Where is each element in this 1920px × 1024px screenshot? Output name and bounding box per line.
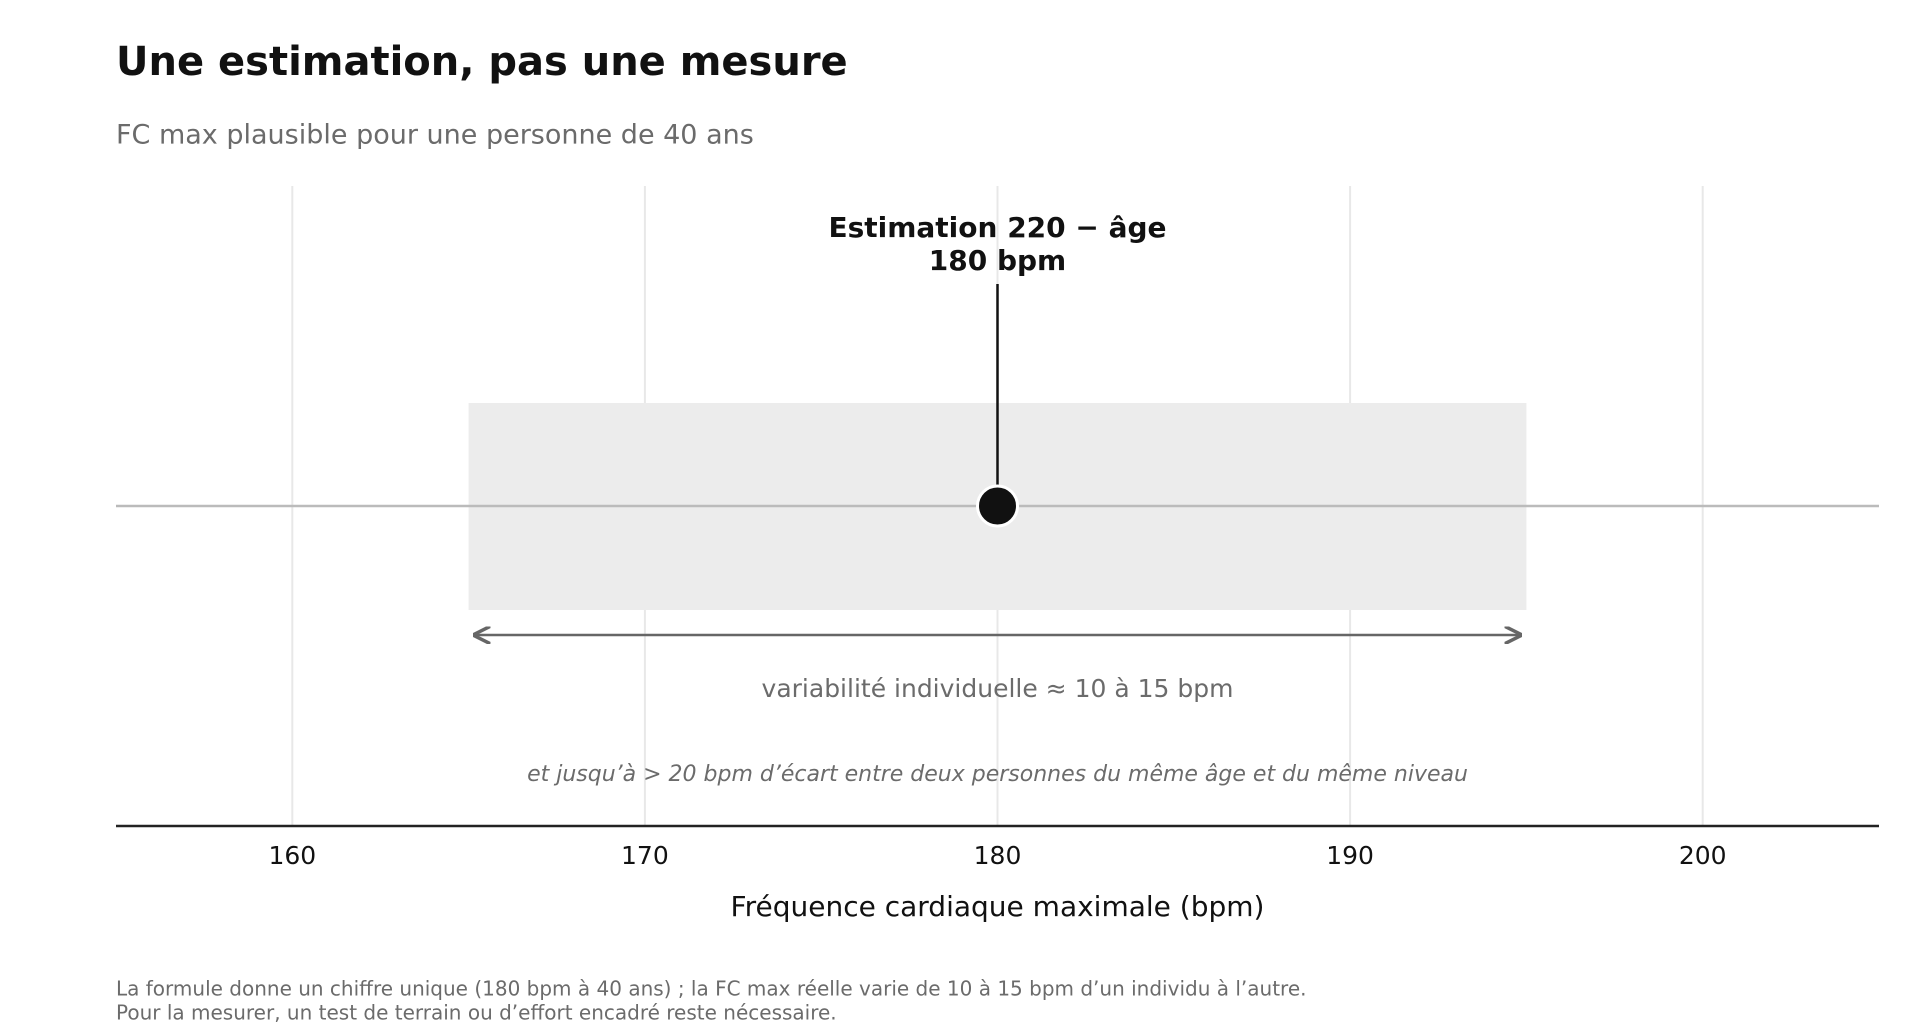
annotation: Estimation 220 − âge: [828, 211, 1166, 244]
annotation: 180 bpm: [929, 244, 1066, 277]
x-tick-label: 180: [974, 841, 1022, 870]
x-tick-label: 190: [1326, 841, 1374, 870]
x-tick-label: 200: [1679, 841, 1727, 870]
footnote: Pour la mesurer, un test de terrain ou d…: [116, 1001, 837, 1024]
chart-title: Une estimation, pas une mesure: [116, 39, 848, 85]
range-label: variabilité individuelle ≈ 10 à 15 bpm: [762, 674, 1234, 703]
footnote: La formule donne un chiffre unique (180 …: [116, 977, 1306, 1001]
x-axis-label: Fréquence cardiaque maximale (bpm): [731, 890, 1265, 923]
chart-subtitle: FC max plausible pour une personne de 40…: [116, 120, 754, 151]
x-tick-label: 160: [268, 841, 316, 870]
x-tick-label: 170: [621, 841, 669, 870]
point: [976, 484, 1019, 528]
note: et jusqu’à > 20 bpm d’écart entre deux p…: [527, 762, 1468, 787]
